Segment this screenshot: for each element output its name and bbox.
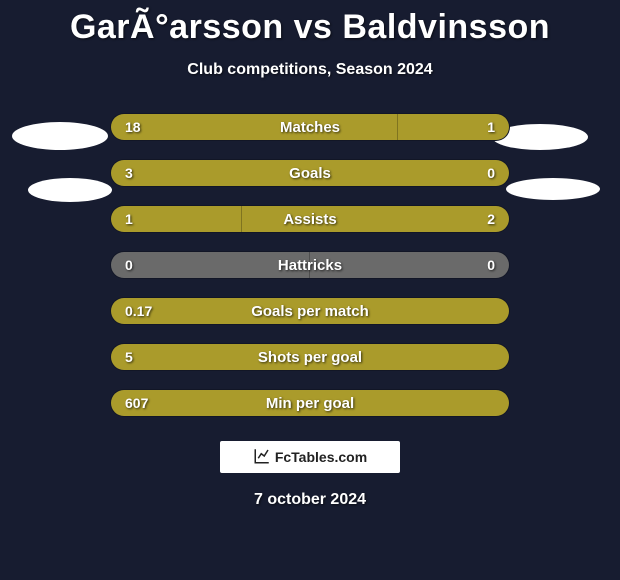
stat-bar-left	[111, 344, 509, 370]
decor-ellipse	[28, 178, 112, 202]
stat-row: 0.17Goals per match	[110, 297, 510, 325]
stat-bar-left	[111, 206, 242, 232]
stat-row: 607Min per goal	[110, 389, 510, 417]
stat-row: 00Hattricks	[110, 251, 510, 279]
attribution-badge: FcTables.com	[220, 441, 400, 473]
date-text: 7 october 2024	[0, 491, 620, 509]
stat-bar-left	[111, 114, 398, 140]
stat-bar-left	[111, 390, 509, 416]
decor-ellipse	[506, 178, 600, 200]
stat-row: 181Matches	[110, 113, 510, 141]
attribution-text: FcTables.com	[275, 449, 367, 465]
stat-row: 12Assists	[110, 205, 510, 233]
stats-rows: 181Matches 30Goals 12Assists 00Hattricks 0.1…	[0, 113, 620, 417]
stat-bar-right	[242, 206, 509, 232]
stat-bar-right	[398, 114, 509, 140]
subtitle: Club competitions, Season 2024	[0, 61, 620, 79]
stat-row: 5Shots per goal	[110, 343, 510, 371]
stat-bar-right	[310, 252, 509, 278]
decor-ellipse	[12, 122, 108, 150]
stat-bar-left	[111, 160, 509, 186]
page-title: GarÃ°arsson vs Baldvinsson	[0, 0, 620, 47]
stat-bar-left	[111, 298, 509, 324]
stat-row: 30Goals	[110, 159, 510, 187]
stat-bar-left	[111, 252, 310, 278]
chart-icon	[253, 447, 271, 468]
